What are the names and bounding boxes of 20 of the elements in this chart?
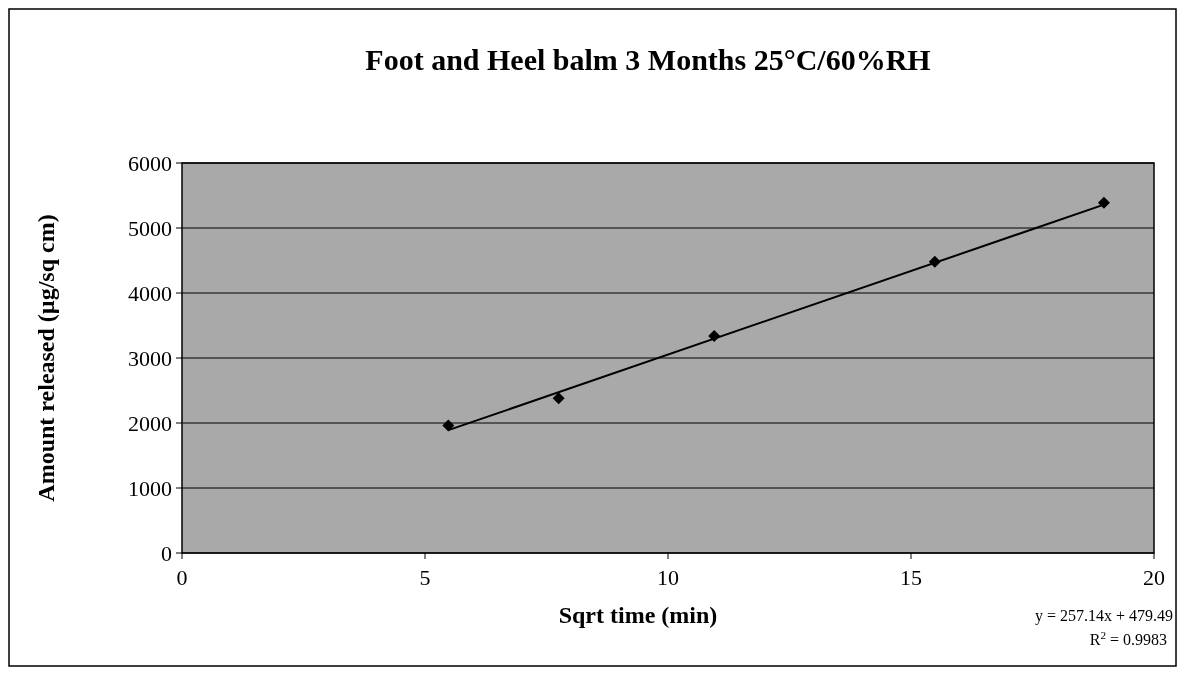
chart-title: Foot and Heel balm 3 Months 25°C/60%RH bbox=[365, 43, 931, 76]
point bbox=[442, 419, 455, 432]
x-tick-label: 20 bbox=[1143, 565, 1165, 590]
y-tick-label: 0 bbox=[161, 541, 172, 566]
x-tick-label: 0 bbox=[176, 565, 188, 590]
y-tick-label: 3000 bbox=[128, 346, 172, 371]
y-tick-label: 2000 bbox=[128, 411, 172, 436]
point bbox=[1097, 196, 1110, 209]
x-tick-label: 10 bbox=[657, 565, 679, 590]
y-tick-label: 1000 bbox=[128, 476, 172, 501]
text: R$^{2}$ = 0.9983 bbox=[1089, 629, 1167, 648]
x-axis-title: Sqrt time (min) bbox=[558, 602, 718, 628]
x-tick-label: 5 bbox=[419, 565, 431, 590]
y-tick-label: 4000 bbox=[128, 281, 172, 306]
x-tick-label: 15 bbox=[900, 565, 922, 590]
y-tick-label: 5000 bbox=[128, 216, 172, 241]
point bbox=[552, 392, 565, 405]
text: y = 257.14x + 479.49 bbox=[1034, 607, 1173, 625]
y-tick-label: 6000 bbox=[128, 151, 172, 176]
y-axis-title: Amount released (µg/sq cm) bbox=[33, 214, 59, 502]
